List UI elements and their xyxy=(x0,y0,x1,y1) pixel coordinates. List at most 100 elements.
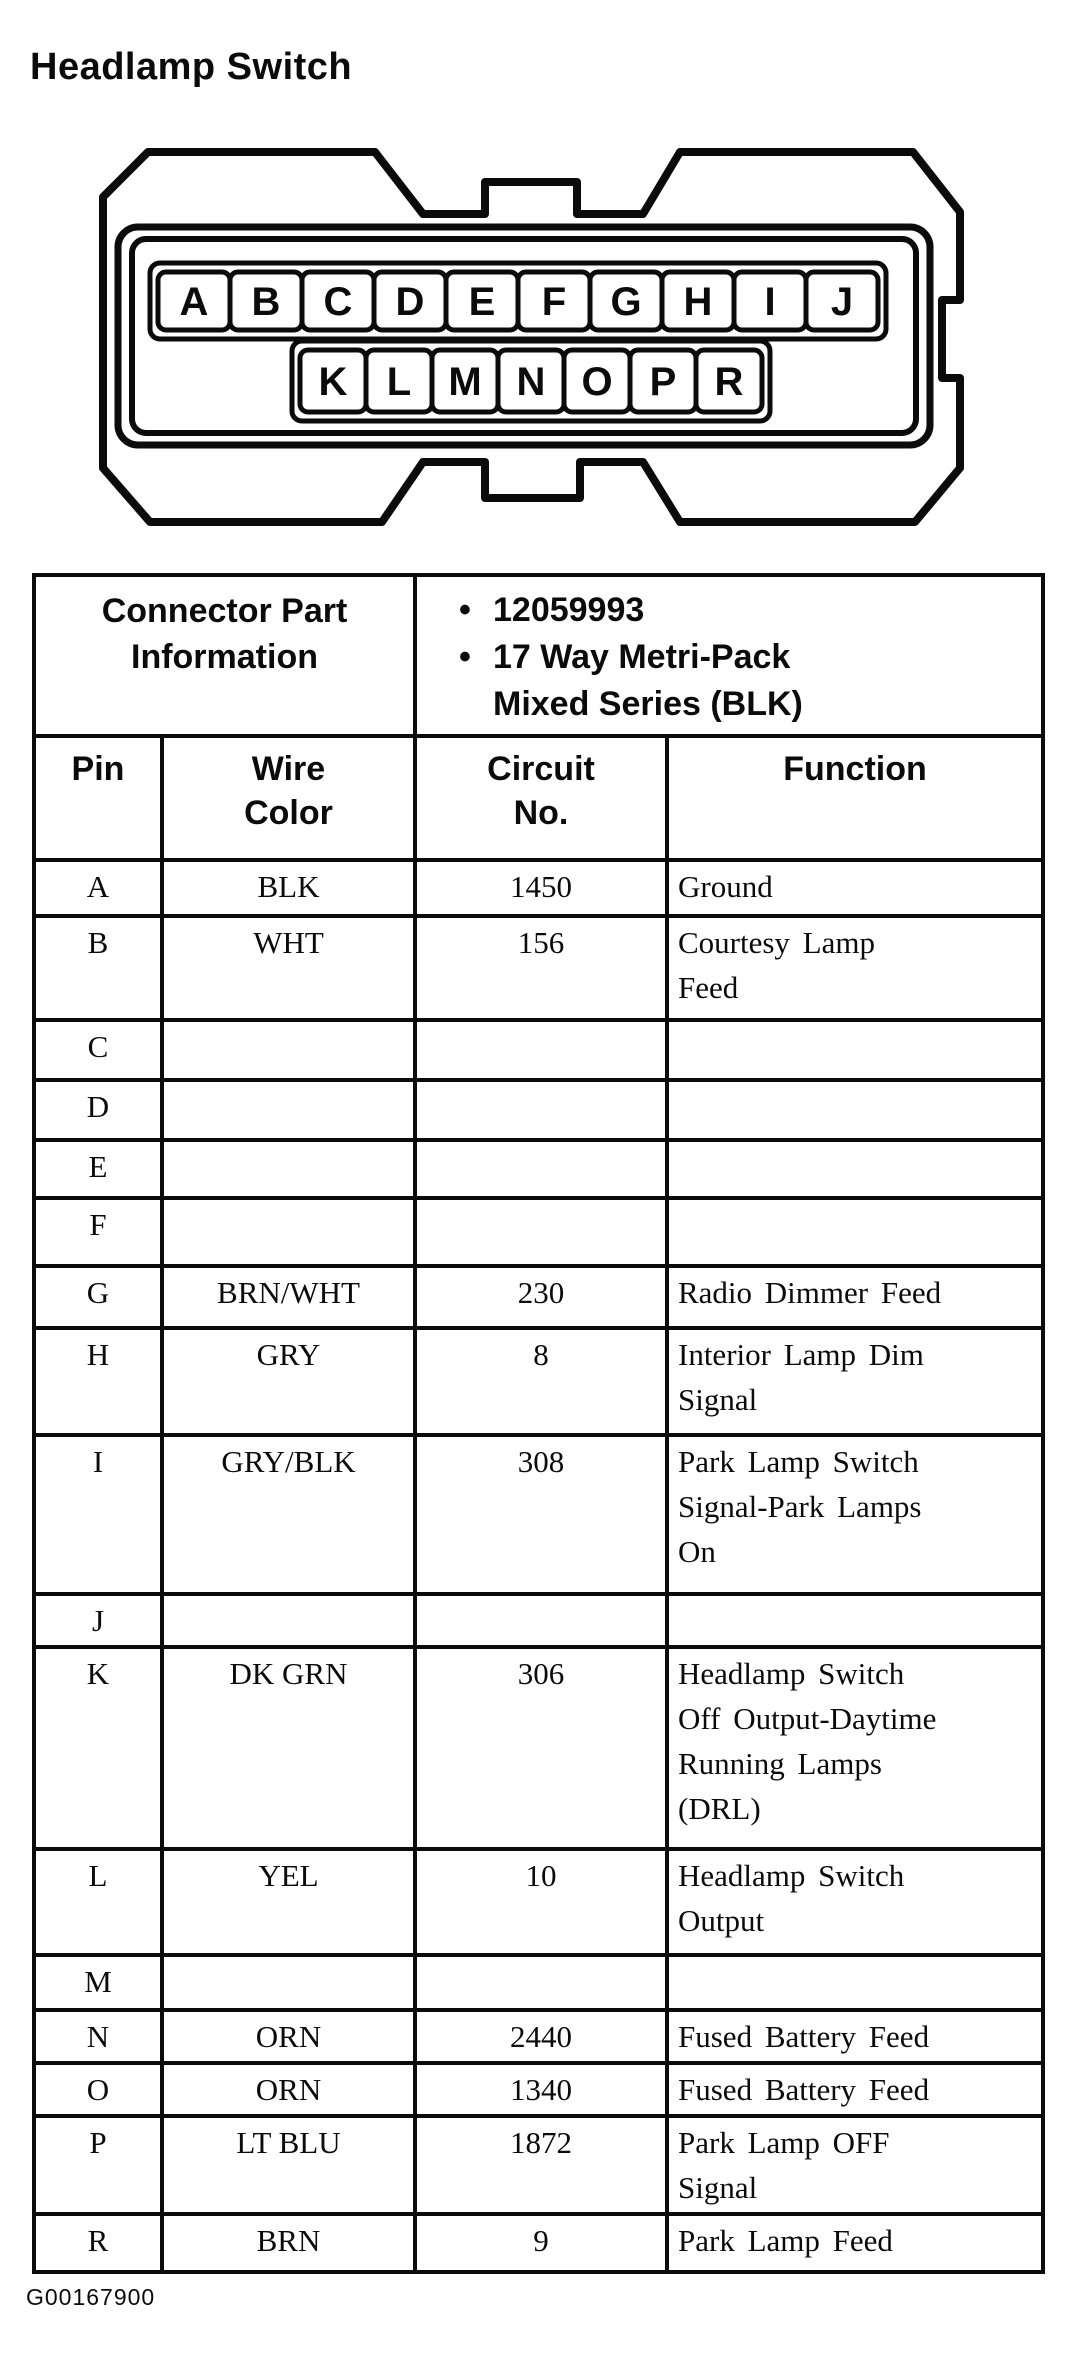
wire-color-cell: DK GRN xyxy=(160,1644,417,1851)
pin-letter-H: H xyxy=(684,280,713,324)
pin-letter-L: L xyxy=(387,360,411,404)
circuit-no-cell: 1340 xyxy=(413,2060,669,2118)
function-cell: Courtesy Lamp Feed xyxy=(665,913,1045,1022)
pin-cell: C xyxy=(32,1017,164,1082)
function-cell: Park Lamp Switch Signal-Park Lamps On xyxy=(665,1432,1045,1596)
pin-letter-J: J xyxy=(831,280,853,324)
part-info-bullet-text: 17 Way Metri-Pack Mixed Series (BLK) xyxy=(493,637,803,723)
function-cell: Fused Battery Feed xyxy=(665,2060,1045,2118)
header-function: Function xyxy=(665,733,1045,862)
table-row-pin-L: L YEL 10 Headlamp Switch Output xyxy=(32,1846,1045,1957)
pin-cell: L xyxy=(32,1846,164,1957)
pin-cell: K xyxy=(32,1644,164,1851)
circuit-no-cell: 9 xyxy=(413,2211,669,2274)
pin-letter-N: N xyxy=(517,360,546,404)
pin-cell: H xyxy=(32,1325,164,1437)
pin-cell: O xyxy=(32,2060,164,2118)
circuit-no-cell: 308 xyxy=(413,1432,669,1596)
column-header-row: Pin Wire Color Circuit No. Function xyxy=(32,733,1045,862)
function-cell xyxy=(665,1952,1045,2012)
bullet-icon: • xyxy=(459,591,471,629)
function-cell: Park Lamp OFF Signal xyxy=(665,2113,1045,2216)
figure-code: G00167900 xyxy=(26,2284,156,2310)
pin-cell: G xyxy=(32,1263,164,1330)
pin-cell: M xyxy=(32,1952,164,2012)
table-row-pin-C: C xyxy=(32,1017,1045,1082)
pin-letter-A: A xyxy=(180,280,209,324)
circuit-no-cell: 156 xyxy=(413,913,669,1022)
pin-letter-D: D xyxy=(396,280,425,324)
function-cell: Headlamp Switch Output xyxy=(665,1846,1045,1957)
pin-cell: A xyxy=(32,857,164,918)
pin-cell: F xyxy=(32,1195,164,1268)
pin-letter-C: C xyxy=(324,280,353,324)
wire-color-cell: YEL xyxy=(160,1846,417,1957)
table-row-pin-E: E xyxy=(32,1137,1045,1200)
wire-color-cell: ORN xyxy=(160,2007,417,2065)
pin-letter-O: O xyxy=(581,360,612,404)
circuit-no-cell: 1872 xyxy=(413,2113,669,2216)
pin-letter-K: K xyxy=(319,360,348,404)
part-info-values: • 12059993 • 17 Way Metri-Pack Mixed Series… xyxy=(413,573,1045,738)
pin-cell: I xyxy=(32,1432,164,1596)
table-row-pin-R: R BRN 9 Park Lamp Feed xyxy=(32,2211,1045,2274)
function-cell: Headlamp Switch Off Output-Daytime Runni… xyxy=(665,1644,1045,1851)
function-cell xyxy=(665,1017,1045,1082)
function-cell xyxy=(665,1195,1045,1268)
wire-color-cell: BRN/WHT xyxy=(160,1263,417,1330)
wire-color-cell xyxy=(160,1591,417,1649)
pin-letter-B: B xyxy=(252,280,281,324)
pin-letter-M: M xyxy=(448,360,481,404)
function-cell: Radio Dimmer Feed xyxy=(665,1263,1045,1330)
circuit-no-cell xyxy=(413,1137,669,1200)
function-cell: Ground xyxy=(665,857,1045,918)
wire-color-cell: WHT xyxy=(160,913,417,1022)
part-info-bullet-item: • 12059993 xyxy=(459,587,1035,634)
function-cell: Park Lamp Feed xyxy=(665,2211,1045,2274)
pin-box-R xyxy=(693,347,765,415)
circuit-no-cell xyxy=(413,1077,669,1142)
wire-color-cell: ORN xyxy=(160,2060,417,2118)
circuit-no-cell: 10 xyxy=(413,1846,669,1957)
pin-cell: N xyxy=(32,2007,164,2065)
pin-cell: R xyxy=(32,2211,164,2274)
table-row-pin-A: A BLK 1450 Ground xyxy=(32,857,1045,918)
function-cell: Fused Battery Feed xyxy=(665,2007,1045,2065)
wire-color-cell: BLK xyxy=(160,857,417,918)
wire-color-cell: BRN xyxy=(160,2211,417,2274)
table-row-pin-F: F xyxy=(32,1195,1045,1268)
circuit-no-cell xyxy=(413,1195,669,1268)
pin-letter-E: E xyxy=(469,280,496,324)
part-info-label: Connector Part Information xyxy=(32,573,417,738)
function-cell xyxy=(665,1591,1045,1649)
wire-color-cell xyxy=(160,1952,417,2012)
table-row-pin-H: H GRY 8 Interior Lamp Dim Signal xyxy=(32,1325,1045,1437)
table-row-pin-O: O ORN 1340 Fused Battery Feed xyxy=(32,2060,1045,2118)
circuit-no-cell: 1450 xyxy=(413,857,669,918)
table-row-pin-B: B WHT 156 Courtesy Lamp Feed xyxy=(32,913,1045,1022)
table-row-pin-N: N ORN 2440 Fused Battery Feed xyxy=(32,2007,1045,2065)
pin-letter-I: I xyxy=(764,280,775,324)
circuit-no-cell: 8 xyxy=(413,1325,669,1437)
pin-letter-R: R xyxy=(715,360,744,404)
pin-cell: E xyxy=(32,1137,164,1200)
function-cell xyxy=(665,1077,1045,1142)
header-circuit-no: Circuit No. xyxy=(413,733,669,862)
pin-letter-G: G xyxy=(610,280,641,324)
part-info-row: Connector Part Information • 12059993 • 17 … xyxy=(32,573,1045,738)
wire-color-cell: LT BLU xyxy=(160,2113,417,2216)
pin-box-J xyxy=(803,269,881,333)
table-row-pin-D: D xyxy=(32,1077,1045,1142)
wire-color-cell xyxy=(160,1195,417,1268)
pin-letter-P: P xyxy=(650,360,677,404)
bullet-icon: • xyxy=(459,637,471,676)
wire-color-cell xyxy=(160,1137,417,1200)
part-info-bullet-text: 12059993 xyxy=(493,591,645,629)
pin-cell: J xyxy=(32,1591,164,1649)
header-pin: Pin xyxy=(32,733,164,862)
pin-cell: D xyxy=(32,1077,164,1142)
